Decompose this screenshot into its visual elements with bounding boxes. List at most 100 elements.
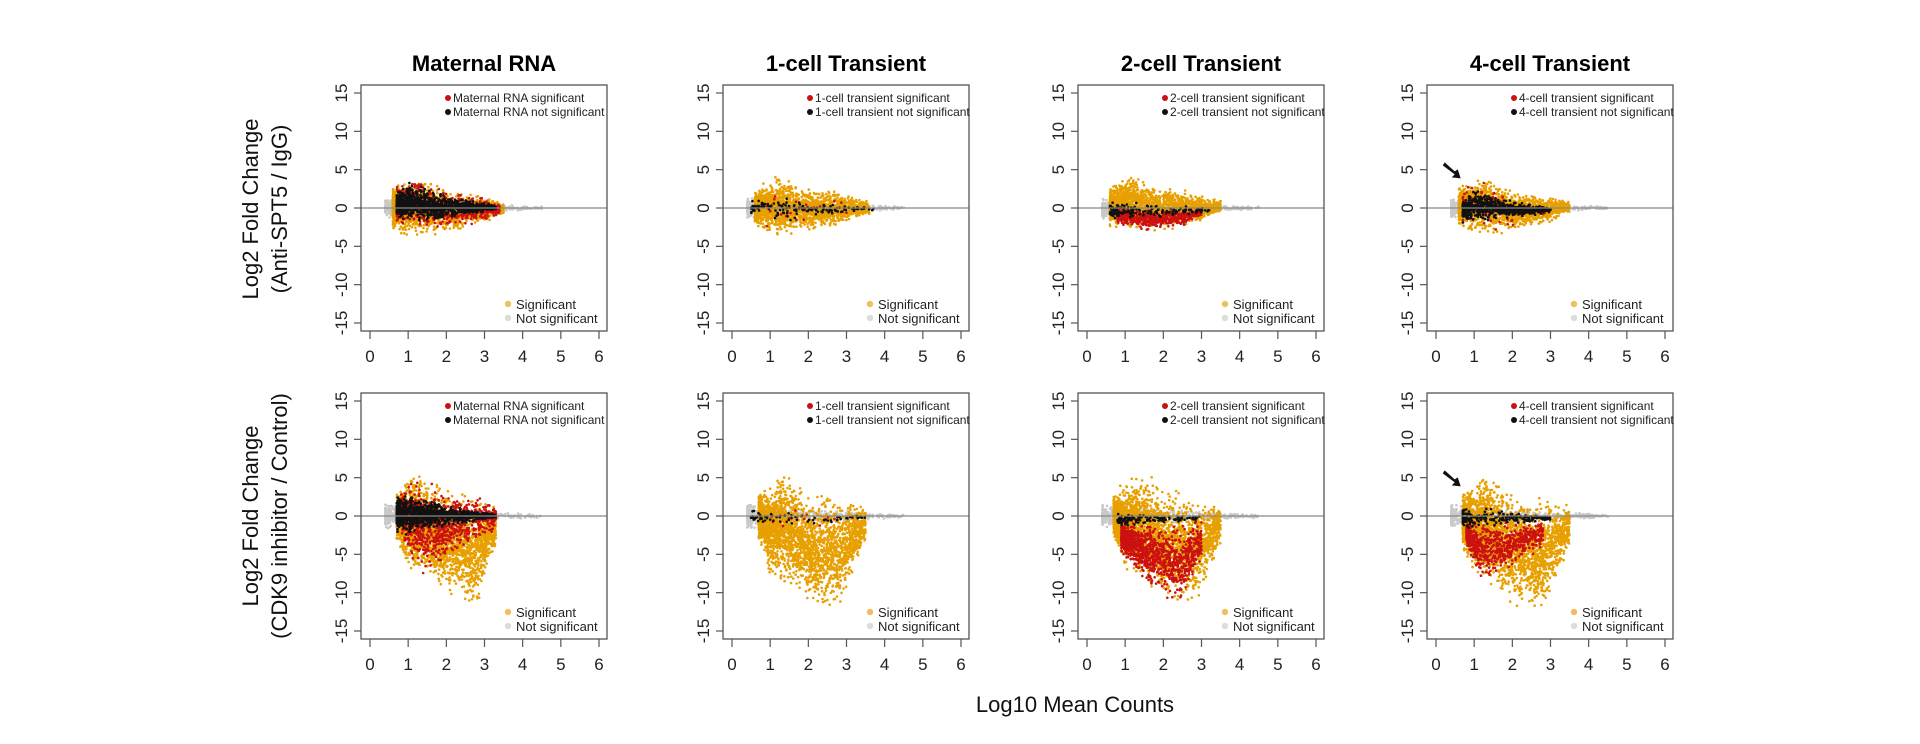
data-point [443, 203, 447, 206]
data-point [438, 208, 442, 212]
data-point [436, 191, 439, 195]
data-point [433, 197, 437, 201]
data-point [455, 199, 459, 203]
data-point [404, 220, 408, 224]
data-point [413, 183, 417, 186]
panel-title: 1-cell Transient [766, 51, 927, 76]
data-point [453, 211, 457, 214]
data-point [471, 200, 475, 203]
data-point [485, 217, 488, 220]
data-point [432, 211, 436, 214]
data-point [455, 204, 459, 208]
data-point [455, 223, 459, 226]
legend-marker-category-significant [445, 95, 451, 101]
data-point [423, 203, 427, 207]
data-point [395, 196, 399, 200]
data-point [750, 197, 754, 200]
data-point [470, 214, 474, 218]
y-label-line-1: Log2 Fold Change [238, 425, 263, 606]
data-point [395, 185, 399, 189]
data-point [439, 195, 442, 198]
data-point [432, 213, 436, 216]
data-point [420, 216, 423, 219]
data-point [412, 218, 416, 221]
data-point [476, 219, 480, 222]
data-point [388, 211, 391, 215]
data-point [427, 200, 431, 204]
data-point [500, 204, 504, 207]
y-tick-label: 5 [332, 165, 351, 174]
data-point [446, 200, 450, 204]
data-point [387, 204, 391, 208]
data-point [415, 233, 419, 236]
data-point [400, 210, 404, 214]
data-point [459, 208, 463, 212]
x-tick-label: 2 [442, 347, 451, 366]
data-point [488, 198, 491, 201]
data-point [417, 203, 420, 206]
data-point [484, 214, 487, 217]
points-layer [746, 175, 905, 236]
data-point [488, 218, 491, 222]
data-point [409, 204, 413, 207]
data-point [398, 204, 401, 208]
data-point [456, 218, 460, 222]
data-point [403, 225, 407, 229]
x-tick-label: 1 [403, 347, 412, 366]
data-point [444, 226, 447, 230]
data-point [461, 225, 465, 228]
data-point [455, 212, 459, 215]
data-point [746, 211, 749, 214]
data-point [411, 223, 415, 226]
data-point [433, 233, 437, 236]
data-point [396, 217, 400, 221]
data-point [432, 192, 436, 196]
data-point [475, 203, 479, 206]
data-point [435, 189, 439, 192]
data-point [398, 227, 401, 231]
data-point [431, 200, 435, 204]
data-point [392, 214, 395, 217]
data-point [766, 228, 769, 232]
data-point [486, 214, 490, 218]
data-point [398, 212, 402, 215]
data-point [443, 220, 446, 223]
data-point [422, 200, 426, 204]
data-point [465, 219, 468, 222]
data-point [446, 216, 450, 219]
data-point [471, 202, 475, 205]
data-point [461, 198, 464, 201]
data-point [423, 182, 427, 186]
data-point [404, 210, 407, 214]
data-point [405, 233, 409, 236]
data-point [758, 189, 761, 193]
data-point [414, 226, 417, 229]
data-point [449, 197, 452, 201]
data-point [447, 204, 451, 207]
data-point [406, 216, 409, 219]
data-point [443, 200, 447, 203]
legend-label: Not significant [516, 311, 598, 326]
data-point [419, 195, 423, 198]
data-point [432, 225, 436, 228]
data-point [392, 222, 396, 226]
data-point [398, 198, 402, 201]
data-point [434, 203, 437, 206]
data-point [397, 222, 401, 225]
data-point [397, 195, 401, 198]
data-point [500, 209, 504, 212]
data-point [439, 205, 443, 208]
data-point [780, 185, 783, 189]
legend-marker-category-not-significant [445, 109, 451, 115]
data-point [801, 198, 805, 201]
data-point [442, 217, 446, 220]
data-point [472, 214, 476, 218]
y-tick-label: -10 [332, 272, 351, 297]
data-point [453, 201, 457, 204]
data-point [467, 196, 471, 200]
data-point [453, 223, 457, 227]
data-point [463, 203, 467, 207]
data-point [453, 198, 457, 201]
